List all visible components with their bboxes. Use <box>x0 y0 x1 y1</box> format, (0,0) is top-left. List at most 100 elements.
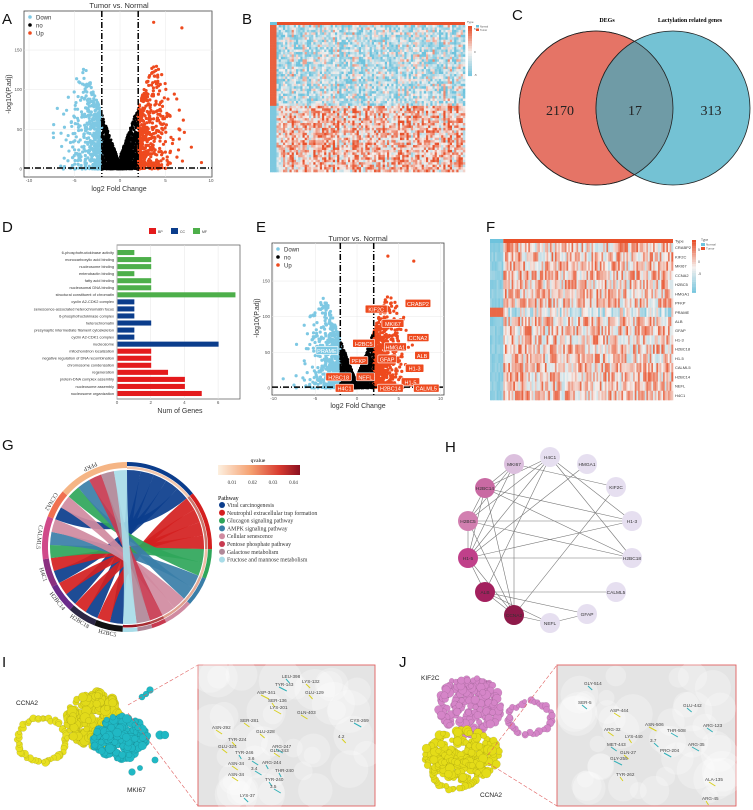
heatmap-cell <box>293 137 297 141</box>
heatmap-cell <box>309 100 312 104</box>
heatmap-cell <box>298 169 301 173</box>
heatmap-cell <box>274 149 277 153</box>
heatmap-cell <box>285 130 288 134</box>
heatmap-cell <box>345 27 349 31</box>
heatmap-cell <box>285 78 288 82</box>
heatmap-cell <box>302 167 305 170</box>
heatmap-cell <box>270 44 273 48</box>
heatmap-cell <box>328 130 331 134</box>
heatmap-cell <box>319 86 323 89</box>
heatmap-cell <box>345 118 349 121</box>
y-tick-label: 150 <box>14 48 22 53</box>
data-point <box>140 99 145 103</box>
heatmap-cell <box>300 37 303 40</box>
heatmap-cell <box>322 159 325 163</box>
heatmap-cell <box>280 91 284 94</box>
heatmap-cell <box>276 137 279 141</box>
data-point <box>92 117 96 122</box>
heatmap-cell <box>339 118 342 121</box>
data-point <box>154 102 158 106</box>
heatmap-cell <box>280 66 284 70</box>
data-point <box>152 65 156 69</box>
heatmap-cell <box>322 81 325 85</box>
heatmap-cell <box>317 69 321 72</box>
heatmap-cell <box>296 61 299 65</box>
heatmap-cell <box>352 37 355 40</box>
heatmap-cell <box>315 44 318 48</box>
heatmap-cell <box>348 145 351 148</box>
data-point <box>156 118 161 122</box>
heatmap-cell <box>289 142 292 146</box>
heatmap-cell <box>289 113 292 116</box>
heatmap-cell <box>278 56 282 60</box>
heatmap-cell <box>283 142 286 146</box>
heatmap-cell <box>332 125 336 129</box>
heatmap-cell <box>306 145 310 148</box>
data-point <box>55 106 59 110</box>
heatmap-cell <box>350 149 353 153</box>
heatmap-cell <box>311 83 314 87</box>
heatmap-cell <box>315 32 318 36</box>
heatmap-cell <box>298 54 301 58</box>
heatmap-cell <box>309 132 312 136</box>
heatmap-cell <box>352 132 355 136</box>
heatmap-cell <box>302 162 305 165</box>
heatmap-cell <box>272 25 275 28</box>
heatmap-cell <box>306 49 310 53</box>
heatmap-cell <box>339 162 342 165</box>
heatmap-cell <box>348 123 351 126</box>
heatmap-cell <box>283 130 286 134</box>
heatmap-cell <box>296 81 299 85</box>
heatmap-cell <box>328 140 331 143</box>
heatmap-cell <box>283 49 286 53</box>
heatmap-cell <box>289 157 292 161</box>
heatmap-cell <box>309 93 312 97</box>
heatmap-cell <box>306 162 310 165</box>
heatmap-cell <box>317 137 321 141</box>
data-point <box>161 142 166 146</box>
heatmap-cell <box>328 78 331 82</box>
heatmap-cell <box>348 74 351 77</box>
data-point <box>177 127 181 131</box>
heatmap-cell <box>291 135 295 138</box>
heatmap-cell <box>289 32 292 36</box>
heatmap-cell <box>339 113 342 116</box>
heatmap-cell <box>335 142 338 146</box>
heatmap-cell <box>315 34 318 38</box>
heatmap-cell <box>270 98 273 102</box>
heatmap-cell <box>270 88 273 92</box>
heatmap-cell <box>337 25 340 28</box>
heatmap-cell <box>354 51 357 55</box>
heatmap-cell <box>324 110 327 114</box>
heatmap-cell <box>335 76 338 80</box>
heatmap-cell <box>304 81 308 85</box>
data-point <box>98 116 102 120</box>
data-point <box>160 126 164 130</box>
heatmap-cell <box>328 103 331 107</box>
heatmap-cell <box>332 123 336 126</box>
heatmap-cell <box>283 149 286 153</box>
heatmap-cell <box>348 69 351 72</box>
heatmap-cell <box>352 103 355 107</box>
heatmap-cell <box>313 110 316 114</box>
heatmap-cell <box>311 118 314 121</box>
heatmap-cell <box>304 25 308 28</box>
heatmap-cell <box>276 39 279 43</box>
heatmap-cell <box>283 51 286 55</box>
heatmap-cell <box>319 157 323 161</box>
heatmap-cell <box>343 152 347 156</box>
heatmap-cell <box>291 59 295 63</box>
heatmap-cell <box>289 147 292 151</box>
heatmap-cell <box>296 154 299 158</box>
heatmap-cell <box>352 34 355 38</box>
data-point <box>103 143 107 146</box>
heatmap-cell <box>274 83 277 87</box>
data-point <box>143 114 147 118</box>
heatmap-cell <box>283 54 286 58</box>
heatmap-cell <box>300 108 303 112</box>
heatmap-cell <box>335 59 338 63</box>
heatmap-cell <box>317 27 321 31</box>
heatmap-cell <box>319 149 323 153</box>
data-point <box>164 130 168 134</box>
heatmap-cell <box>350 105 353 109</box>
